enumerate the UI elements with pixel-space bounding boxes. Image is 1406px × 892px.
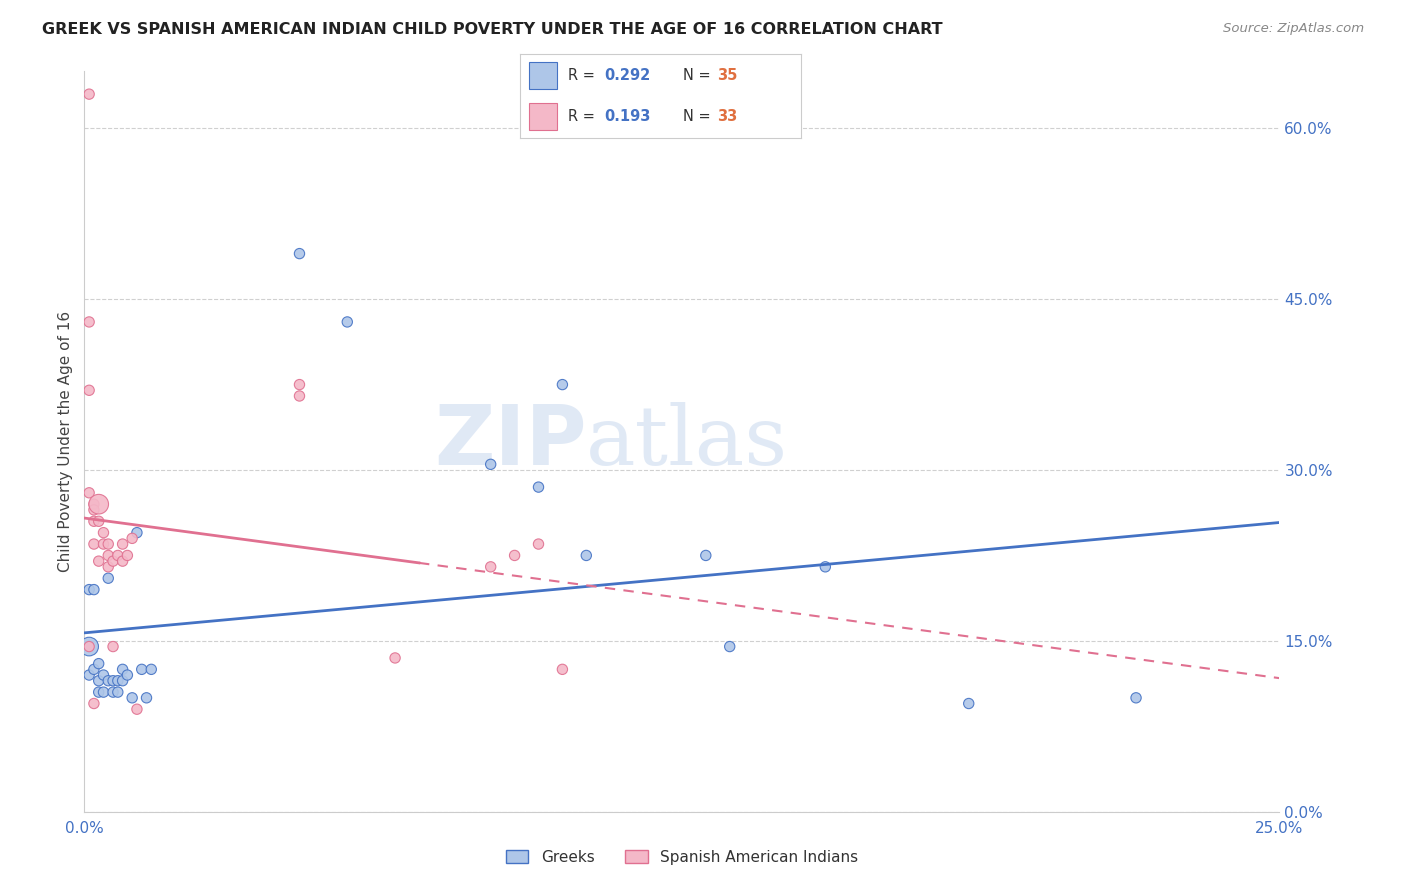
Point [117, 668, 139, 682]
Point [77, 640, 100, 654]
Point [479, 458, 502, 472]
Point [479, 559, 502, 574]
Text: GREEK VS SPANISH AMERICAN INDIAN CHILD POVERTY UNDER THE AGE OF 16 CORRELATION C: GREEK VS SPANISH AMERICAN INDIAN CHILD P… [42, 22, 943, 37]
Point [107, 685, 129, 699]
Text: atlas: atlas [586, 401, 789, 482]
Text: ZIP: ZIP [434, 401, 586, 482]
Point [87, 685, 110, 699]
Point [125, 702, 148, 716]
Y-axis label: Child Poverty Under the Age of 16: Child Poverty Under the Age of 16 [58, 311, 73, 572]
Point [288, 246, 311, 260]
Point [107, 549, 129, 563]
Point [83, 514, 105, 528]
Point [551, 377, 574, 392]
Text: R =: R = [568, 68, 599, 83]
Point [384, 651, 406, 665]
Point [107, 673, 129, 688]
Point [77, 640, 100, 654]
Point [97, 673, 120, 688]
Point [83, 497, 105, 511]
Point [97, 559, 120, 574]
Text: 0.292: 0.292 [605, 68, 651, 83]
FancyBboxPatch shape [529, 62, 557, 89]
Text: Source: ZipAtlas.com: Source: ZipAtlas.com [1223, 22, 1364, 36]
Point [83, 697, 105, 711]
Point [77, 668, 100, 682]
Point [141, 662, 163, 676]
Point [97, 571, 120, 585]
Legend: Greeks, Spanish American Indians: Greeks, Spanish American Indians [499, 844, 865, 871]
Text: 33: 33 [717, 109, 737, 124]
Point [121, 690, 143, 705]
Point [718, 640, 741, 654]
Point [527, 480, 550, 494]
Point [117, 549, 139, 563]
Point [77, 582, 100, 597]
Point [695, 549, 717, 563]
Point [77, 485, 100, 500]
Point [83, 582, 105, 597]
Point [93, 537, 115, 551]
Point [93, 668, 115, 682]
Point [131, 662, 153, 676]
Point [77, 384, 100, 398]
Point [87, 497, 110, 511]
Point [77, 315, 100, 329]
Point [77, 87, 100, 102]
Point [121, 532, 143, 546]
Point [83, 503, 105, 517]
Point [527, 537, 550, 551]
FancyBboxPatch shape [529, 103, 557, 130]
Point [83, 537, 105, 551]
Point [87, 514, 110, 528]
Text: 35: 35 [717, 68, 737, 83]
Point [101, 640, 124, 654]
Point [111, 554, 134, 568]
Point [111, 662, 134, 676]
Point [288, 377, 311, 392]
Text: 0.193: 0.193 [605, 109, 651, 124]
Point [957, 697, 980, 711]
Point [87, 657, 110, 671]
Point [125, 525, 148, 540]
Text: R =: R = [568, 109, 599, 124]
Point [101, 673, 124, 688]
Text: N =: N = [683, 68, 716, 83]
Point [101, 685, 124, 699]
Point [111, 673, 134, 688]
Point [135, 690, 157, 705]
Point [87, 673, 110, 688]
Point [288, 389, 311, 403]
Point [97, 549, 120, 563]
Point [503, 549, 526, 563]
Point [575, 549, 598, 563]
Point [97, 537, 120, 551]
Point [1125, 690, 1147, 705]
Point [111, 537, 134, 551]
Point [87, 554, 110, 568]
Point [83, 662, 105, 676]
Point [101, 554, 124, 568]
Point [551, 662, 574, 676]
Point [336, 315, 359, 329]
Point [814, 559, 837, 574]
Text: N =: N = [683, 109, 716, 124]
Point [93, 525, 115, 540]
Point [93, 685, 115, 699]
